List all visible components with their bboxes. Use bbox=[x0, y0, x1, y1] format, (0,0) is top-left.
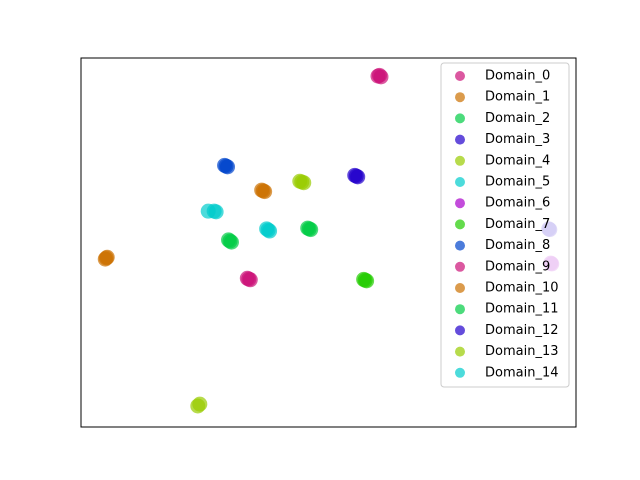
legend-label: Domain_14 bbox=[485, 365, 559, 380]
legend-label: Domain_11 bbox=[485, 302, 559, 317]
legend-label: Domain_8 bbox=[485, 238, 550, 253]
legend-label: Domain_5 bbox=[485, 175, 550, 190]
legend-label: Domain_12 bbox=[485, 323, 559, 338]
legend-label: Domain_6 bbox=[485, 196, 550, 211]
legend-marker bbox=[455, 71, 465, 81]
points bbox=[97, 67, 560, 414]
legend-marker bbox=[455, 261, 465, 272]
point bbox=[242, 272, 258, 288]
point bbox=[350, 169, 366, 185]
legend-box bbox=[440, 62, 570, 388]
point bbox=[208, 204, 224, 220]
legend: Domain_0 Domain_1 Domain_2 Domain_3 Domain_4… bbox=[440, 62, 570, 388]
legend-marker bbox=[455, 367, 465, 378]
point bbox=[223, 234, 239, 250]
legend-marker bbox=[455, 240, 465, 251]
legend-marker bbox=[455, 283, 465, 293]
legend-marker bbox=[455, 134, 465, 145]
point bbox=[262, 223, 278, 239]
legend-label: Domain_0 bbox=[485, 69, 550, 84]
legend-label: Domain_10 bbox=[485, 281, 559, 296]
legend-marker bbox=[455, 92, 465, 103]
legend-label: Domain_13 bbox=[485, 344, 559, 359]
legend-marker bbox=[455, 325, 465, 336]
legend-label: Domain_1 bbox=[485, 90, 550, 105]
legend-marker bbox=[455, 113, 465, 124]
legend-marker bbox=[455, 177, 465, 187]
legend-label: Domain_7 bbox=[485, 217, 550, 232]
legend-marker bbox=[455, 155, 465, 166]
point bbox=[192, 396, 208, 412]
point bbox=[359, 273, 375, 289]
point bbox=[257, 184, 273, 200]
legend-marker bbox=[455, 346, 465, 357]
legend-marker bbox=[455, 304, 465, 315]
point bbox=[303, 222, 319, 238]
point bbox=[97, 251, 113, 267]
legend-marker bbox=[455, 198, 465, 209]
legend-label: Domain_4 bbox=[485, 153, 550, 168]
legend-marker bbox=[455, 219, 465, 230]
point bbox=[296, 175, 312, 191]
legend-label: Domain_9 bbox=[485, 259, 550, 274]
legend-label: Domain_3 bbox=[485, 132, 550, 147]
point bbox=[371, 67, 387, 83]
legend-label: Domain_2 bbox=[485, 111, 550, 126]
point bbox=[220, 159, 236, 175]
